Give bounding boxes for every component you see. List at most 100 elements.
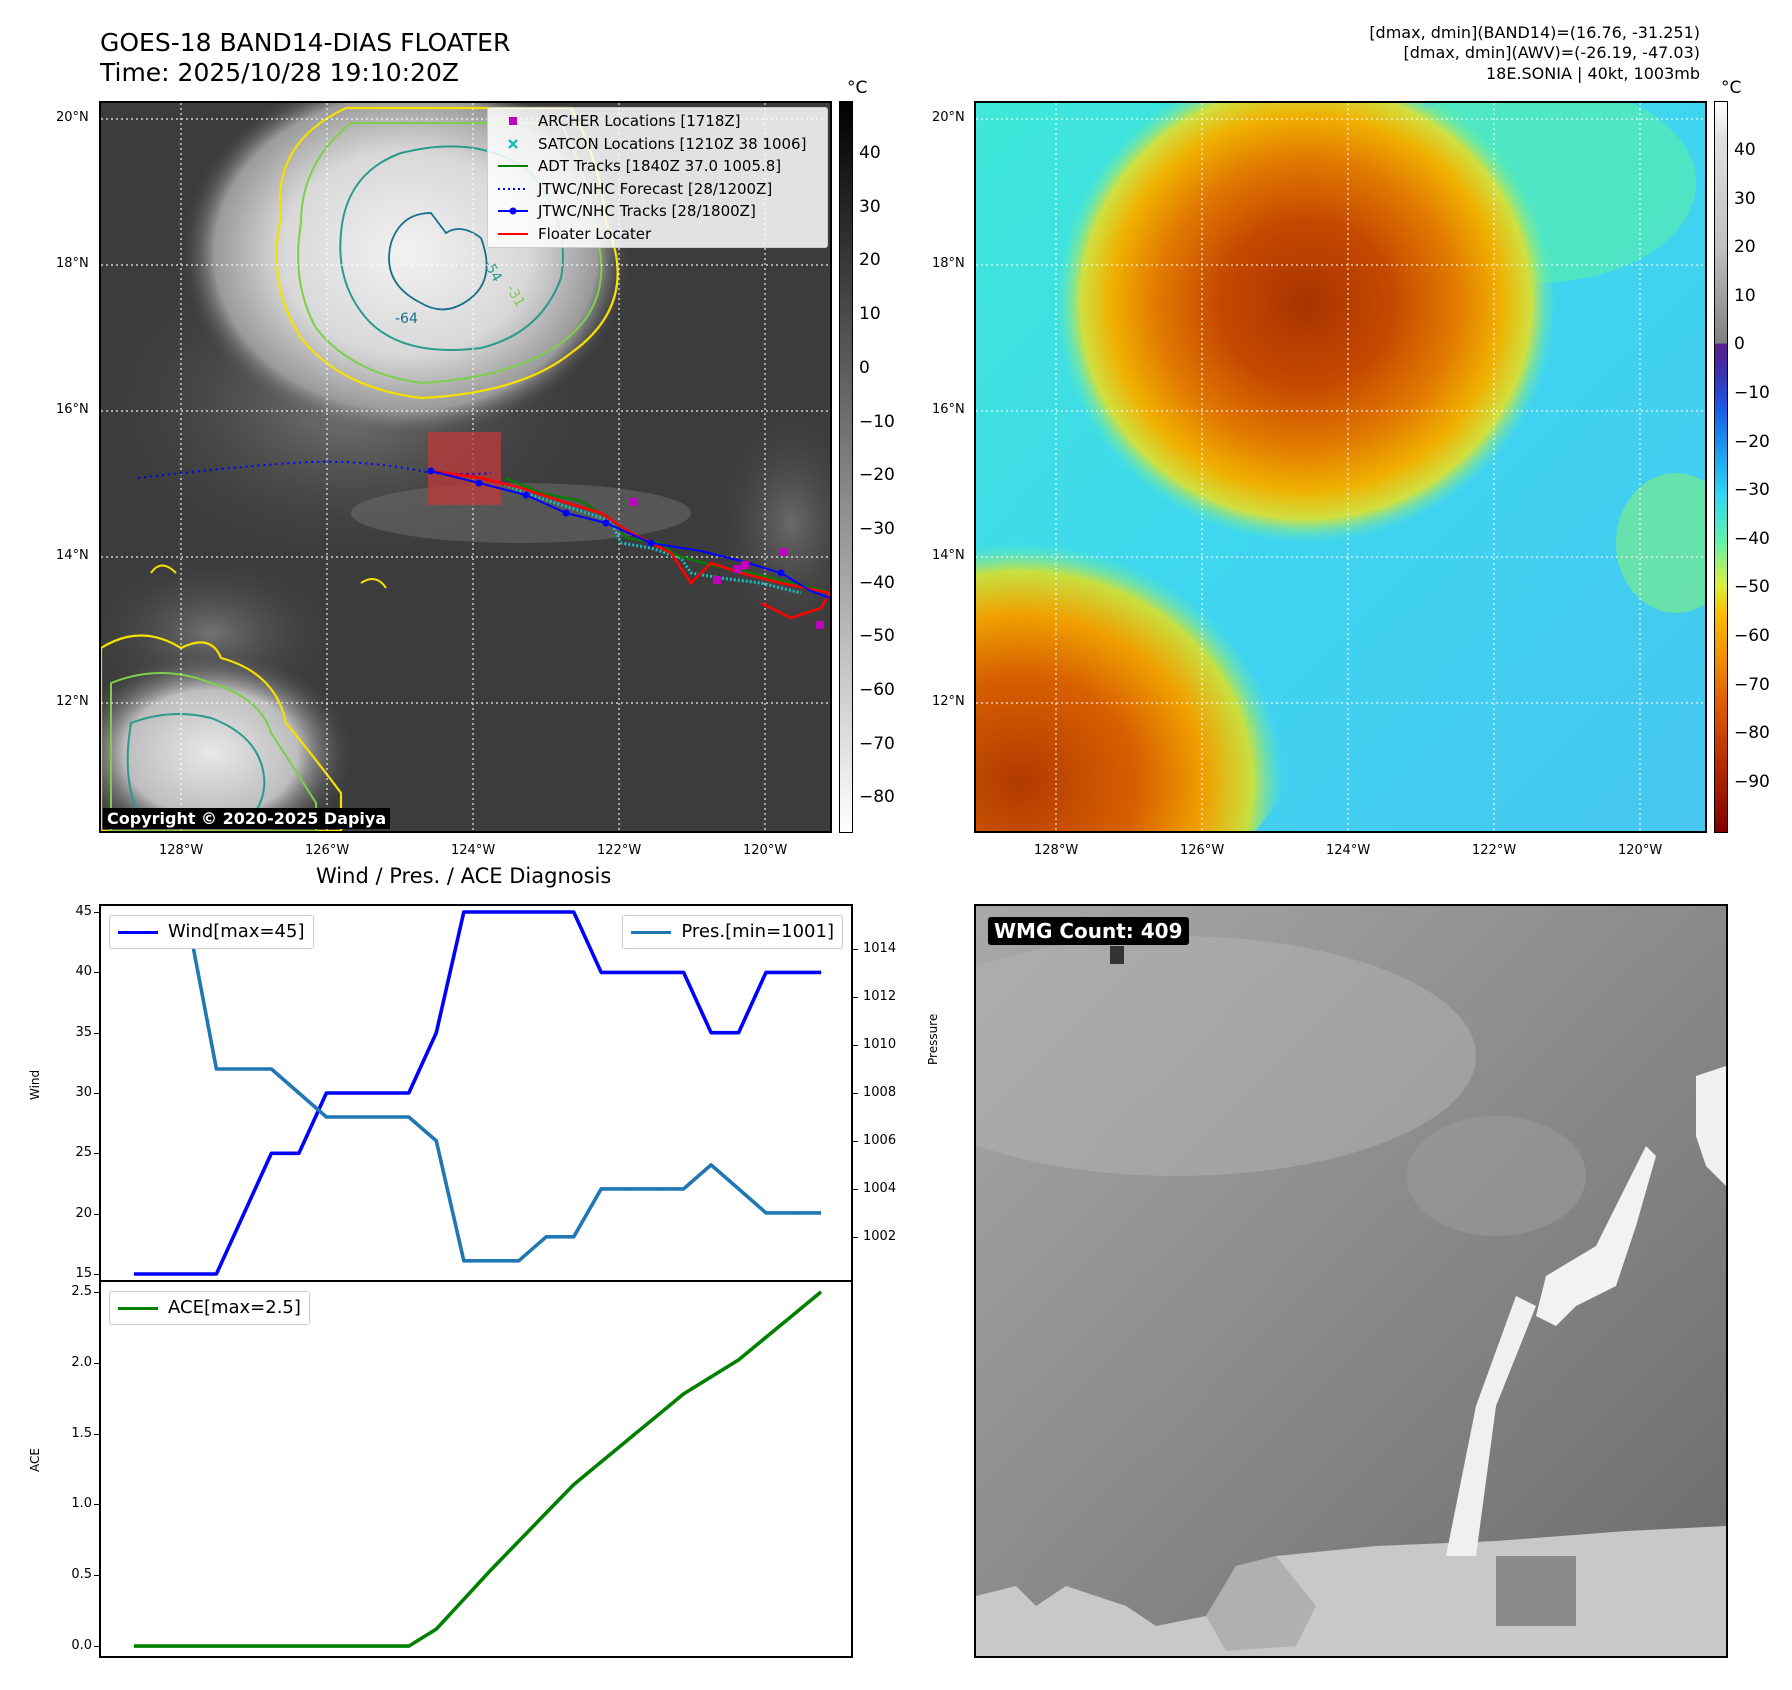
awv-colorbar-tick: −90 <box>1734 771 1770 792</box>
ace-line-point <box>545 1512 547 1514</box>
wind-tick: 15 <box>75 1265 92 1281</box>
ace-line-point <box>655 1416 657 1418</box>
wind-tick: 25 <box>75 1145 92 1161</box>
pressure-tick-mark <box>853 1140 858 1142</box>
awv-lon-128: 128°W <box>1034 843 1079 858</box>
pressure-tick: 1002 <box>863 1228 897 1244</box>
ace-line-point <box>820 1291 822 1293</box>
wind-tick: 35 <box>75 1024 92 1040</box>
wind-line-point <box>518 911 520 913</box>
awv-colorbar-tick: 10 <box>1734 285 1756 306</box>
ir-colorbar-tick: 20 <box>859 250 881 271</box>
wind-line-point <box>133 1273 135 1275</box>
ace-line-point <box>353 1645 355 1647</box>
awv-colorbar <box>1714 101 1728 833</box>
wind-tick-mark <box>94 1153 99 1155</box>
awv-colorbar-tick: 30 <box>1734 188 1756 209</box>
awv-colorbar-tick: −50 <box>1734 577 1770 598</box>
wind-tick: 30 <box>75 1085 92 1100</box>
ace-chart: ACE[max=2.5] <box>99 1280 853 1658</box>
ir-lat-18: 18°N <box>56 256 89 271</box>
wind-tick-mark <box>94 1093 99 1094</box>
wind-line-point <box>545 911 547 913</box>
ir-lon-128: 128°W <box>159 843 204 858</box>
ace-line-point <box>490 1569 492 1571</box>
awv-lat-20: 20°N <box>932 110 965 125</box>
wind-line-point <box>738 1032 740 1034</box>
ir-lat-20: 20°N <box>56 110 89 125</box>
ace-tick: 2.0 <box>71 1354 92 1370</box>
wind-line-point <box>408 1092 410 1094</box>
ir-colorbar-tick: −50 <box>859 626 895 647</box>
wind-pressure-chart: Wind[max=45] Pres.[min=1001] <box>99 904 853 1282</box>
awv-colorbar-tick: 0 <box>1734 334 1745 355</box>
wind-line-point <box>435 1032 437 1034</box>
pressure-line-point <box>628 1188 630 1190</box>
ir-lon-124: 124°W <box>451 843 496 858</box>
contour-label-64: -64 <box>395 311 418 327</box>
archer-locations <box>630 498 824 629</box>
ace-tick: 1.0 <box>71 1496 92 1512</box>
archer-square-icon <box>509 117 517 125</box>
ir-satellite-map: -64 -54 -31 <box>99 101 832 833</box>
awv-lat-12: 12°N <box>932 694 965 709</box>
wmg-image <box>976 906 1726 1656</box>
diag-title: Wind / Pres. / ACE Diagnosis <box>316 864 612 888</box>
forecast-dotted-icon <box>498 187 528 190</box>
band14-range: [dmax, dmin](BAND14)=(16.76, -31.251) <box>1369 23 1700 42</box>
pressure-line-point <box>573 1236 575 1238</box>
awv-colorbar-tick: −40 <box>1734 528 1770 549</box>
ace-line-point <box>408 1645 410 1647</box>
awv-colorbar-tick: −30 <box>1734 480 1770 501</box>
pressure-tick: 1010 <box>863 1037 897 1053</box>
ace-line-point <box>710 1376 712 1378</box>
floater-line-icon <box>498 232 528 235</box>
ace-legend-line-icon <box>118 1307 158 1310</box>
satcon-x-icon <box>508 138 518 149</box>
pressure-line-point <box>765 1212 767 1214</box>
pressure-tick-mark <box>853 997 858 999</box>
ace-legend: ACE[max=2.5] <box>109 1291 310 1325</box>
ace-tick: 1.5 <box>71 1425 92 1441</box>
pressure-tick-mark <box>853 1093 858 1094</box>
ace-line-point <box>793 1314 794 1316</box>
pressure-line-point <box>820 1212 822 1214</box>
pressure-line-point <box>298 1092 300 1094</box>
legend-jtwc: JTWC/NHC Tracks [28/1800Z] <box>488 200 827 223</box>
legend-adt: ADT Tracks [1840Z 37.0 1005.8] <box>488 155 827 178</box>
awv-colorbar-tick: 40 <box>1734 140 1756 160</box>
ir-colorbar-tick: −20 <box>859 465 895 486</box>
ace-line-point <box>628 1438 630 1440</box>
pressure-tick-mark <box>853 1188 858 1190</box>
ace-line-point <box>738 1359 740 1361</box>
ace-line-point <box>215 1645 217 1647</box>
ir-lon-120: 120°W <box>743 843 788 858</box>
wind-line-point <box>270 1152 272 1154</box>
awv-map-graphic <box>976 103 1705 831</box>
wind-tick: 40 <box>75 964 92 980</box>
legend-satcon: SATCON Locations [1210Z 38 1006] <box>488 133 827 156</box>
awv-colorbar-tick: −10 <box>1734 383 1770 403</box>
ace-line-point <box>133 1645 135 1647</box>
ir-lon-126: 126°W <box>305 843 350 858</box>
ir-colorbar-tick: −80 <box>859 787 895 808</box>
pressure-line-point <box>243 1068 245 1070</box>
wind-pressure-plot <box>133 910 822 1276</box>
ace-line-point <box>683 1393 685 1395</box>
ace-line <box>134 1290 823 1648</box>
adt-track <box>505 476 827 593</box>
awv-satellite-map <box>974 101 1707 833</box>
wind-line-point <box>628 971 630 973</box>
ace-line-point <box>298 1645 300 1647</box>
ir-colorbar-tick: −70 <box>859 733 895 754</box>
pressure-tick: 1012 <box>863 989 897 1005</box>
ace-line-point <box>435 1628 437 1630</box>
ir-colorbar-tick: 0 <box>859 357 870 378</box>
pressure-line-point <box>215 1068 217 1070</box>
ace-tick-mark <box>94 1646 99 1648</box>
ir-colorbar-tick: −30 <box>859 518 895 539</box>
pressure-tick-mark <box>853 1236 858 1238</box>
pressure-line-point <box>270 1068 272 1070</box>
pressure-legend-line-icon <box>631 931 672 934</box>
pressure-line-point <box>545 1236 547 1238</box>
